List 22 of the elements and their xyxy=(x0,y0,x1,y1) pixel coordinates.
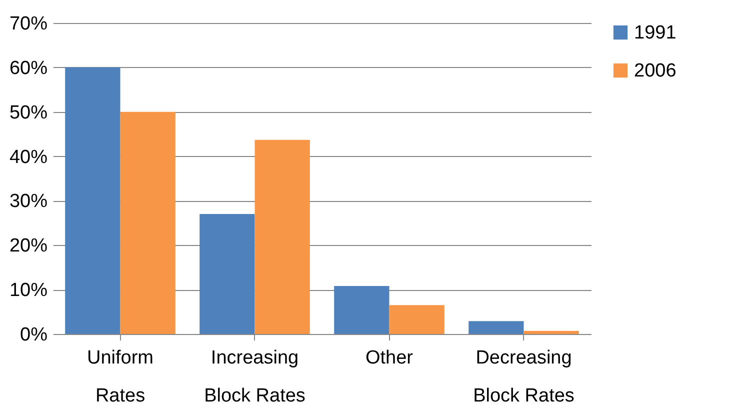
y-tick-label: 70% xyxy=(9,14,48,34)
x-tick-label: Other xyxy=(365,348,414,368)
bar xyxy=(65,67,120,334)
legend-label: 2006 xyxy=(634,60,676,82)
bar xyxy=(389,305,444,334)
y-tick-label: 40% xyxy=(9,146,48,168)
bar xyxy=(254,140,310,334)
y-tick-label: 20% xyxy=(9,236,48,257)
y-tick-label: 10% xyxy=(9,280,48,302)
x-tick-label: Increasing Block Rates xyxy=(204,348,306,406)
bar xyxy=(468,321,524,334)
bar xyxy=(524,330,579,334)
y-tick-label: 0% xyxy=(20,324,48,346)
y-tick-label: 30% xyxy=(9,191,48,212)
bar xyxy=(120,112,176,334)
x-tick-label: Uniform Rates xyxy=(86,348,154,406)
bar xyxy=(334,286,390,334)
y-tick-label: 50% xyxy=(9,102,48,124)
x-tick-label: Decreasing Block Rates xyxy=(473,348,574,406)
y-tick-label: 60% xyxy=(9,58,48,79)
bar xyxy=(200,214,255,334)
legend-label: 1991 xyxy=(634,22,676,44)
